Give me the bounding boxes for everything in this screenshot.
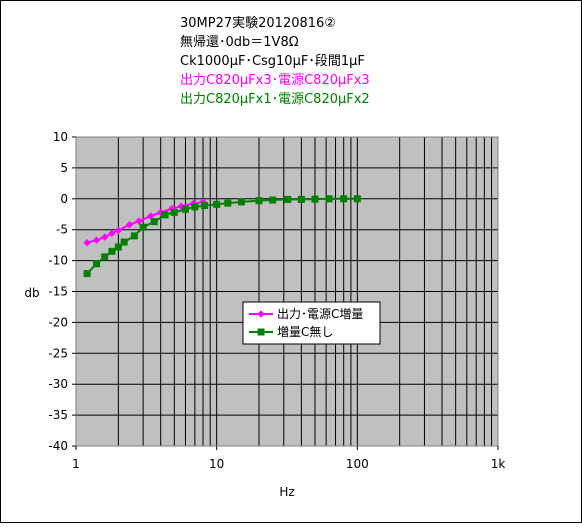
title-line: 30MP27実験20120816②	[180, 15, 336, 31]
data-point	[83, 238, 91, 247]
data-point	[213, 200, 221, 208]
data-point	[114, 243, 122, 251]
y-tick-label: -10	[48, 254, 68, 268]
data-point	[191, 203, 199, 211]
data-point	[161, 211, 169, 219]
data-point	[92, 236, 101, 244]
title-line: Ck1000μF･Csg10μF･段間1μF	[180, 54, 365, 69]
data-point	[353, 195, 361, 203]
y-tick-label: 0	[60, 192, 68, 206]
y-tick-label: 10	[53, 130, 68, 144]
data-point	[130, 232, 138, 240]
y-tick-label: -20	[48, 315, 68, 329]
data-point	[125, 221, 134, 229]
data-point	[135, 217, 143, 225]
y-tick-label: -25	[48, 346, 68, 360]
data-point	[237, 198, 245, 206]
chart-title: 30MP27実験20120816② 無帰還･0db＝1V8Ω Ck1000μF･Cs…	[180, 15, 370, 107]
y-tick-label: -30	[48, 377, 68, 391]
data-point	[311, 195, 319, 203]
data-point	[325, 195, 333, 203]
y-axis: 10 5 0 -5 -10 -15 -20 -25 -30 -35 -40	[48, 130, 76, 453]
data-point	[120, 238, 128, 246]
x-tick-label: 1k	[491, 457, 506, 471]
x-tick-label: 100	[346, 457, 369, 471]
series	[83, 195, 361, 278]
data-point	[93, 260, 101, 268]
data-point	[181, 205, 189, 213]
title-line: 出力C820μFx3･電源C820μFx3	[180, 73, 370, 88]
x-axis-label: Hz	[279, 485, 294, 499]
y-tick-label: -35	[48, 408, 68, 422]
data-point	[108, 229, 116, 238]
x-tick-label: 10	[209, 457, 224, 471]
data-point	[201, 202, 209, 210]
y-tick-label: 5	[60, 161, 68, 175]
title-line: 無帰還･0db＝1V8Ω	[180, 34, 299, 50]
grid	[76, 136, 498, 447]
data-point	[224, 199, 232, 207]
legend-marker	[257, 328, 265, 336]
data-point	[340, 195, 348, 203]
data-point	[101, 253, 109, 261]
legend-label: 出力･電源C増量	[277, 307, 363, 321]
data-point	[139, 223, 147, 231]
data-point	[255, 197, 263, 205]
y-axis-label: db	[24, 286, 39, 300]
legend-box	[242, 301, 381, 345]
data-point	[297, 195, 305, 203]
data-point	[150, 218, 158, 226]
data-point	[83, 270, 91, 278]
y-tick-label: -5	[56, 223, 68, 237]
title-line: 出力C820μFx1･電源C820μFx2	[180, 92, 370, 107]
data-point	[101, 233, 109, 241]
legend-label: 増量C無し	[277, 324, 333, 339]
data-point	[284, 195, 292, 203]
data-point	[114, 226, 123, 235]
x-axis: 1 10 100 1k	[72, 446, 505, 471]
data-point	[269, 196, 277, 204]
series-group	[83, 195, 361, 278]
y-tick-label: -40	[48, 439, 68, 453]
data-point	[170, 208, 178, 216]
x-tick-label: 1	[72, 457, 80, 471]
legend-marker	[257, 310, 265, 318]
y-tick-label: -15	[48, 285, 68, 299]
data-point	[108, 247, 116, 255]
